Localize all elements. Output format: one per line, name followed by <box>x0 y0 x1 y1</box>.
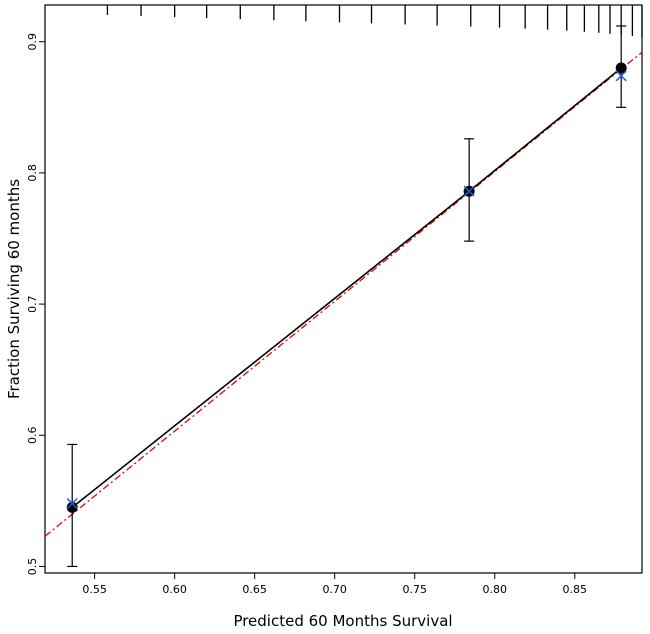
rug-marks <box>106 5 643 37</box>
error-bars <box>67 25 627 568</box>
observed-point-2 <box>615 62 627 74</box>
x-tick-label-0: 0.55 <box>82 583 107 596</box>
ideal-diagonal <box>44 51 643 537</box>
x-tick-label-5: 0.80 <box>483 583 508 596</box>
x-axis-title: Predicted 60 Months Survival <box>233 612 452 630</box>
y-axis: 0.5 0.6 0.7 0.8 0.9 <box>26 33 45 575</box>
x-tick-label-2: 0.65 <box>242 583 267 596</box>
bias-corrected-point-1 <box>463 185 475 197</box>
observed-polyline <box>71 67 622 509</box>
x-tick-label-1: 0.60 <box>162 583 187 596</box>
y-tick-label-3: 0.8 <box>26 164 39 182</box>
observed-point-0 <box>66 501 78 513</box>
x-tick-label-4: 0.75 <box>402 583 427 596</box>
x-axis: 0.55 0.60 0.65 0.70 0.75 0.80 0.85 <box>82 573 587 596</box>
plot-frame <box>44 4 643 574</box>
y-tick-label-4: 0.9 <box>26 33 39 51</box>
bias-corrected-point-0 <box>66 497 78 510</box>
bias-corrected-points <box>66 70 627 510</box>
bias-corrected-point-2 <box>615 70 627 82</box>
y-tick-label-1: 0.6 <box>26 427 39 445</box>
x-tick-label-3: 0.70 <box>322 583 347 596</box>
y-tick-label-0: 0.5 <box>26 558 39 576</box>
observed-line <box>71 67 622 509</box>
ideal-line <box>44 51 643 537</box>
y-tick-label-2: 0.7 <box>26 295 39 313</box>
x-tick-label-6: 0.85 <box>563 583 588 596</box>
y-axis-title: Fraction Surviving 60 months <box>5 179 23 399</box>
